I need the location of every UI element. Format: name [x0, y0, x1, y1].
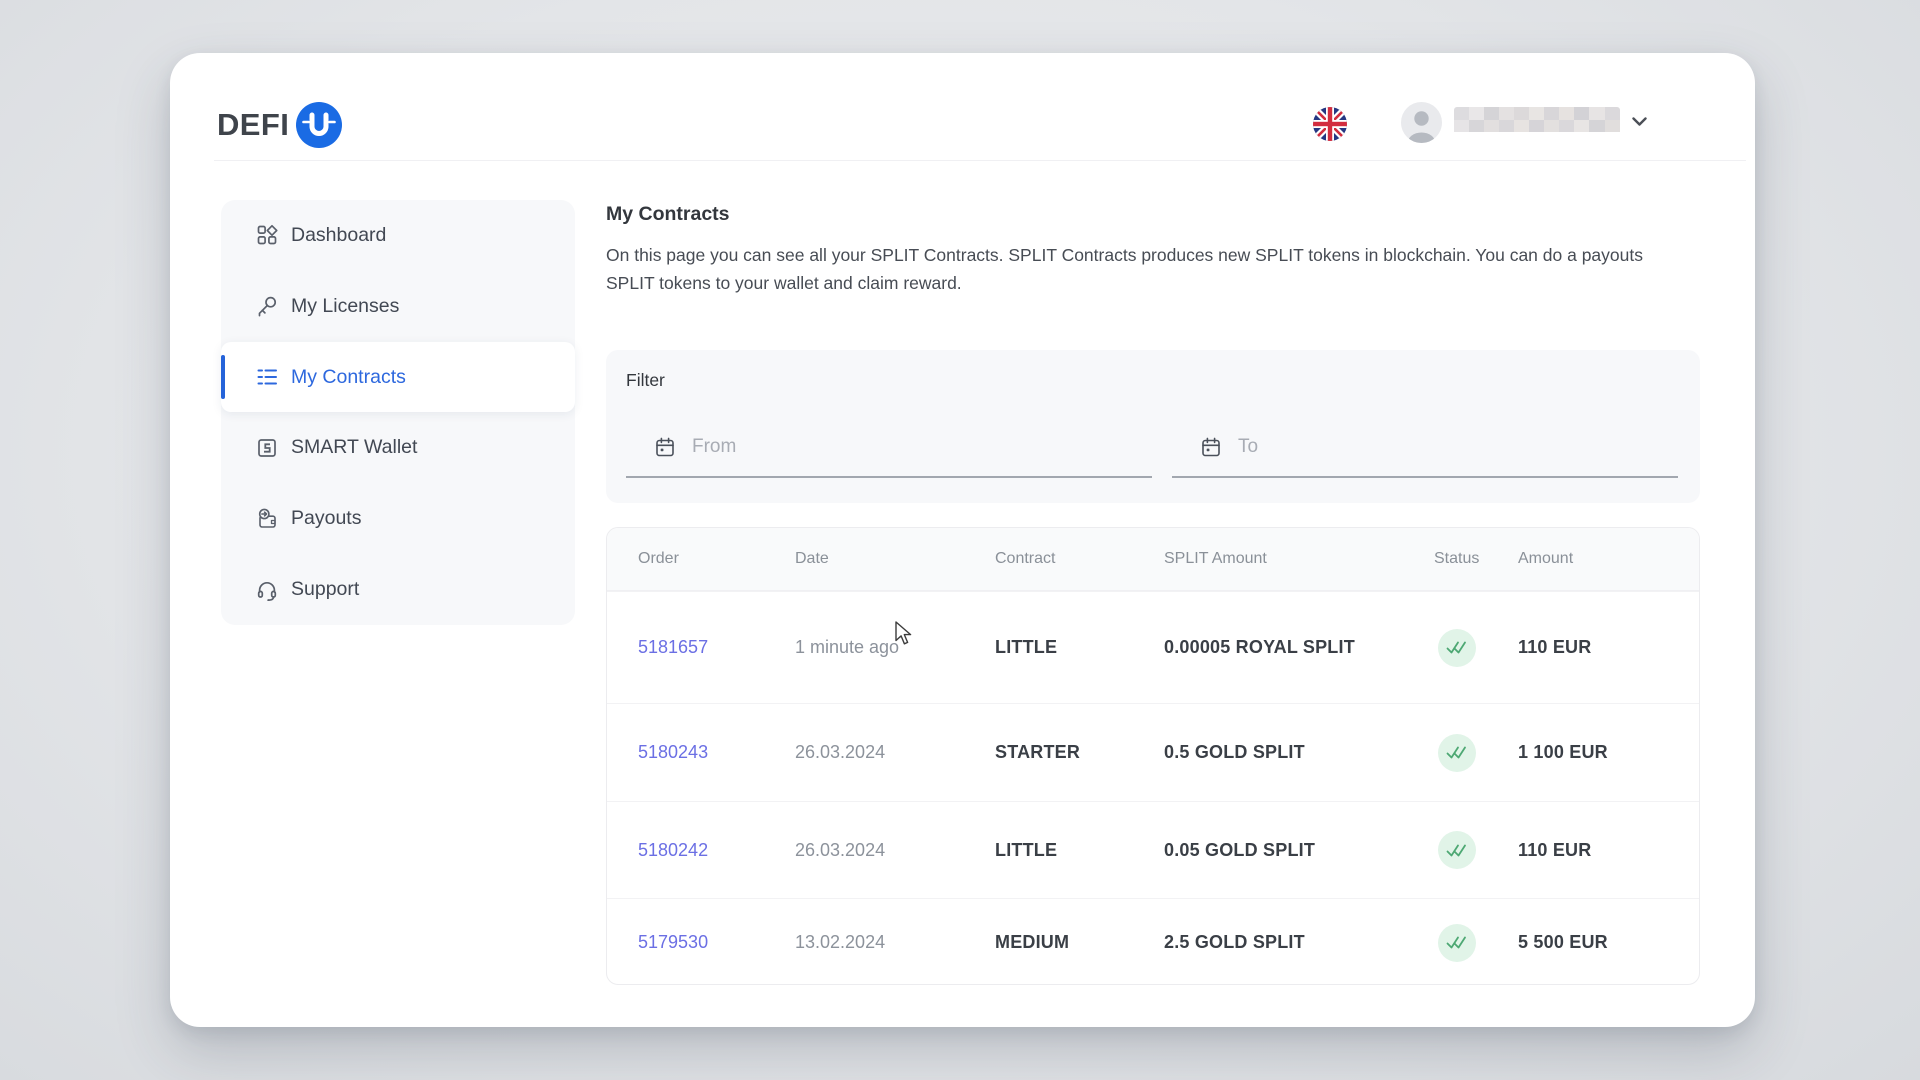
payout-wallet-icon	[256, 508, 278, 530]
status-success-icon	[1438, 923, 1476, 962]
list-icon	[256, 366, 278, 388]
wallet-square-icon	[256, 437, 278, 459]
brand-mark-icon	[296, 102, 343, 148]
order-link[interactable]: 5180242	[638, 839, 709, 860]
amount: 110 EUR	[1518, 637, 1592, 657]
sidebar-item-label: My Licenses	[291, 294, 400, 317]
sidebar-item-my-contracts[interactable]: My Contracts	[221, 341, 575, 413]
amount: 5 500 EUR	[1518, 932, 1608, 952]
user-menu[interactable]	[1401, 101, 1647, 143]
split-amount: 0.5 GOLD SPLIT	[1164, 742, 1305, 762]
table-row: 5180242 26.03.2024 LITTLE 0.05 GOLD SPLI…	[607, 801, 1699, 898]
sidebar-item-label: Dashboard	[291, 223, 387, 246]
filter-label: Filter	[626, 370, 665, 390]
sidebar: Dashboard My Licenses	[221, 200, 575, 625]
sidebar-item-dashboard[interactable]: Dashboard	[221, 200, 575, 271]
order-link[interactable]: 5181657	[638, 637, 709, 657]
table-row: 5179530 13.02.2024 MEDIUM 2.5 GOLD SPLIT…	[607, 898, 1699, 984]
contract-type: STARTER	[995, 742, 1081, 762]
page-description: On this page you can see all your SPLIT …	[606, 245, 1643, 293]
col-contract: Contract	[995, 550, 1056, 567]
amount: 1 100 EUR	[1518, 742, 1608, 762]
brand-logo[interactable]: DEFI	[217, 102, 343, 148]
table-row: 5181657 1 minute ago LITTLE 0.00005 ROYA…	[607, 591, 1699, 703]
order-link[interactable]: 5180243	[638, 742, 709, 762]
calendar-icon	[1200, 436, 1222, 458]
sidebar-item-label: Support	[291, 578, 360, 601]
col-amount: Amount	[1518, 550, 1574, 567]
user-name-redacted	[1454, 107, 1620, 137]
status-success-icon	[1438, 733, 1476, 772]
sidebar-item-label: My Contracts	[291, 365, 406, 388]
header-divider	[214, 160, 1746, 161]
date-from-input[interactable]	[690, 435, 1152, 459]
col-date: Date	[795, 550, 829, 567]
filter-panel: Filter	[606, 350, 1700, 503]
amount: 110 EUR	[1518, 839, 1592, 860]
sidebar-item-support[interactable]: Support	[221, 554, 575, 625]
contracts-table: Order Date Contract SPLIT Amount Status …	[606, 527, 1700, 985]
headset-icon	[256, 579, 278, 601]
date-to-field	[1172, 418, 1678, 478]
page-title: My Contracts	[606, 203, 730, 225]
dashboard-icon	[256, 224, 278, 246]
contract-type: MEDIUM	[995, 932, 1070, 952]
sidebar-item-smart-wallet[interactable]: SMART Wallet	[221, 412, 575, 483]
order-date: 13.02.2024	[795, 932, 886, 952]
avatar	[1401, 101, 1442, 143]
sidebar-item-payouts[interactable]: Payouts	[221, 483, 575, 554]
col-split-amount: SPLIT Amount	[1164, 550, 1267, 567]
brand-name: DEFI	[217, 107, 290, 142]
order-date: 26.03.2024	[795, 839, 886, 860]
col-order: Order	[638, 550, 679, 567]
split-amount: 0.05 GOLD SPLIT	[1164, 839, 1316, 860]
status-success-icon	[1438, 831, 1476, 869]
chevron-down-icon	[1632, 117, 1647, 127]
order-link[interactable]: 5179530	[638, 932, 709, 952]
language-flag-icon[interactable]	[1313, 107, 1347, 141]
table-row: 5180243 26.03.2024 STARTER 0.5 GOLD SPLI…	[607, 703, 1699, 801]
split-amount: 0.00005 ROYAL SPLIT	[1164, 637, 1355, 657]
contract-type: LITTLE	[995, 839, 1058, 860]
col-status: Status	[1434, 550, 1480, 567]
sidebar-item-my-licenses[interactable]: My Licenses	[221, 271, 575, 342]
status-success-icon	[1438, 628, 1476, 667]
table-header-row: Order Date Contract SPLIT Amount Status …	[607, 528, 1699, 591]
app-window: DEFI	[170, 53, 1755, 1027]
date-to-input[interactable]	[1236, 435, 1678, 459]
key-icon	[256, 295, 278, 317]
contract-type: LITTLE	[995, 637, 1058, 657]
order-date: 26.03.2024	[795, 742, 886, 762]
sidebar-item-label: SMART Wallet	[291, 436, 418, 459]
date-from-field	[626, 418, 1152, 478]
calendar-icon	[654, 436, 676, 458]
order-date: 1 minute ago	[795, 637, 900, 657]
split-amount: 2.5 GOLD SPLIT	[1164, 932, 1305, 952]
sidebar-item-label: Payouts	[291, 507, 362, 530]
